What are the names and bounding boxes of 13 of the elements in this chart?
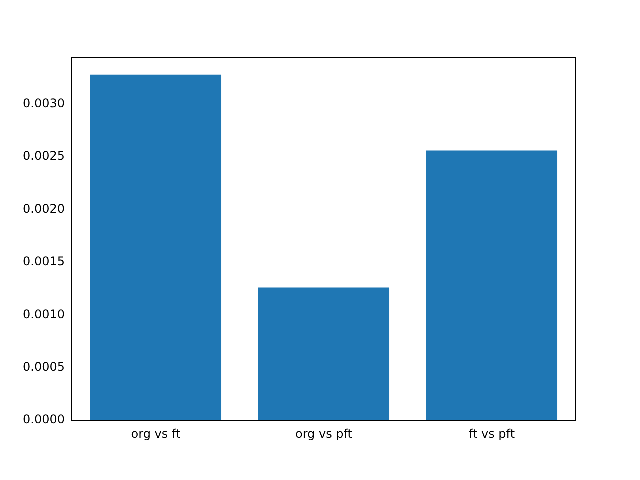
bar <box>426 150 558 421</box>
y-tick-label: 0.0020 <box>22 202 65 216</box>
y-tick-label: 0.0010 <box>22 307 65 322</box>
x-tick-label: ft vs pft <box>468 426 516 441</box>
y-tick-label: 0.0005 <box>22 360 65 374</box>
bar <box>90 74 222 421</box>
y-tick-label: 0.0000 <box>22 412 65 427</box>
y-tick-label: 0.0015 <box>22 254 65 269</box>
x-tick-label: org vs pft <box>295 426 353 441</box>
x-tick-label: org vs ft <box>131 426 181 441</box>
bar <box>258 288 390 421</box>
y-tick-label: 0.0025 <box>22 149 65 164</box>
y-tick-label: 0.0030 <box>22 96 65 111</box>
